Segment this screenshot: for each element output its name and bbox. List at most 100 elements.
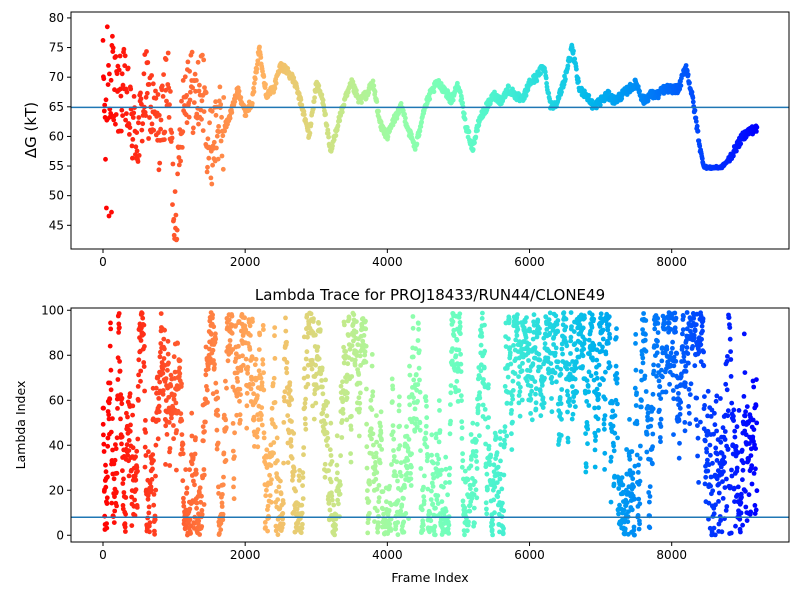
- x-tick-label: 4000: [372, 548, 403, 562]
- lambda-point: [197, 485, 203, 491]
- delta-g-point: [159, 87, 165, 93]
- lambda-point: [531, 312, 537, 318]
- lambda-point: [366, 478, 372, 483]
- lambda-point: [464, 528, 470, 534]
- delta-g-point: [130, 115, 136, 120]
- lambda-point: [700, 328, 705, 334]
- delta-g-point: [182, 74, 188, 80]
- lambda-point: [729, 473, 735, 479]
- lambda-point: [650, 431, 656, 437]
- delta-g-point: [754, 124, 760, 130]
- lambda-point: [138, 338, 144, 343]
- lambda-point: [687, 421, 693, 427]
- lambda-point: [147, 480, 153, 486]
- lambda-point: [610, 423, 616, 429]
- lambda-point: [641, 311, 646, 316]
- lambda-point: [167, 463, 173, 468]
- delta-g-point: [229, 110, 235, 115]
- delta-g-point: [179, 98, 184, 104]
- lambda-point: [583, 431, 588, 436]
- lambda-point: [237, 417, 243, 423]
- lambda-point: [127, 428, 133, 434]
- lambda-point: [588, 373, 594, 379]
- lambda-point: [187, 506, 193, 512]
- lambda-point: [737, 516, 743, 522]
- lambda-point: [221, 474, 226, 480]
- lambda-point: [389, 462, 394, 467]
- lambda-point: [416, 348, 422, 353]
- lambda-point: [720, 425, 726, 431]
- delta-g-point: [189, 49, 195, 55]
- lambda-point: [126, 448, 132, 453]
- lambda-point: [699, 323, 705, 329]
- lambda-point: [356, 372, 362, 377]
- lambda-point: [587, 351, 592, 357]
- lambda-point: [490, 517, 495, 523]
- lambda-point: [574, 389, 580, 395]
- delta-g-point: [301, 112, 307, 117]
- lambda-point: [599, 348, 605, 354]
- delta-g-point: [130, 137, 136, 142]
- lambda-point: [272, 333, 277, 339]
- delta-g-point: [298, 97, 304, 103]
- delta-g-axes-frame: [70, 11, 790, 250]
- lambda-point: [702, 438, 708, 444]
- lambda-point: [698, 342, 704, 347]
- delta-g-point: [176, 162, 182, 168]
- lambda-point: [259, 405, 265, 410]
- lambda-point: [459, 419, 465, 425]
- lambda-point: [540, 395, 546, 401]
- lambda-point: [331, 502, 337, 508]
- lambda-point: [640, 327, 645, 332]
- lambda-point: [751, 427, 757, 432]
- lambda-point: [394, 473, 399, 479]
- lambda-point: [192, 451, 198, 457]
- lambda-point: [346, 333, 351, 338]
- lambda-point: [722, 485, 728, 490]
- lambda-point: [554, 364, 560, 370]
- lambda-point: [160, 366, 166, 372]
- lambda-point: [472, 479, 478, 485]
- lambda-point: [237, 398, 242, 404]
- lambda-point: [333, 526, 339, 532]
- lambda-point: [428, 518, 434, 524]
- lambda-point: [338, 482, 343, 488]
- lambda-point: [329, 493, 335, 499]
- delta-g-point: [693, 119, 699, 124]
- lambda-point: [565, 392, 571, 398]
- lambda-point: [268, 481, 273, 486]
- delta-g-point: [174, 236, 180, 242]
- lambda-point: [558, 366, 564, 372]
- lambda-point: [711, 511, 717, 517]
- y-tick-label: 75: [49, 41, 64, 55]
- lambda-point: [142, 444, 148, 450]
- lambda-point: [372, 519, 377, 524]
- lambda-point: [728, 357, 734, 362]
- delta-g-point: [255, 58, 261, 64]
- lambda-point: [244, 403, 250, 409]
- lambda-point: [614, 380, 620, 386]
- delta-g-point: [119, 107, 125, 113]
- lambda-point: [643, 389, 649, 394]
- lambda-point: [124, 442, 130, 448]
- lambda-point: [313, 362, 318, 368]
- delta-g-point: [101, 108, 107, 114]
- lambda-point: [364, 386, 369, 392]
- lambda-point: [485, 424, 491, 430]
- lambda-point: [549, 409, 555, 415]
- lambda-point: [191, 478, 196, 484]
- lambda-point: [643, 348, 649, 354]
- lambda-point: [543, 314, 549, 320]
- lambda-point: [353, 329, 359, 335]
- lambda-point: [117, 359, 122, 364]
- lambda-point: [333, 522, 338, 528]
- lambda-point: [559, 346, 565, 352]
- delta-g-point: [414, 141, 420, 147]
- lambda-point: [564, 388, 570, 394]
- delta-g-point: [140, 121, 146, 127]
- lambda-point: [341, 360, 347, 366]
- lambda-point: [725, 413, 731, 419]
- lambda-point: [407, 402, 413, 408]
- lambda-point: [705, 428, 711, 434]
